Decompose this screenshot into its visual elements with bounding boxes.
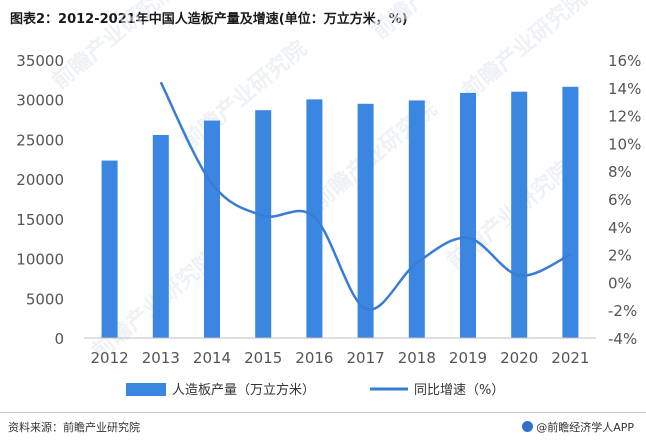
- right-tick-label: 0%: [608, 274, 632, 292]
- bar-2014: [204, 120, 220, 339]
- x-tick-label: 2013: [142, 349, 180, 367]
- x-tick-label: 2021: [551, 349, 589, 367]
- watermark-text: 前瞻产业研究院: [367, 0, 502, 45]
- bar-2017: [357, 103, 374, 339]
- x-tick-label: 2018: [398, 349, 436, 367]
- legend-bar-swatch: [126, 383, 166, 396]
- growth-line: [159, 81, 571, 311]
- left-tick-label: 15000: [16, 211, 64, 229]
- right-axis-ticks: -4% -2% 0% 2% 4% 6% 8% 10% 12% 14% 16%: [608, 52, 641, 348]
- right-tick-label: -4%: [608, 330, 637, 348]
- legend: 人造板产量（万立方米） 同比增速（%）: [126, 382, 504, 398]
- brand-label: @前瞻经济学人APP: [536, 421, 634, 434]
- x-tick-label: 2015: [244, 349, 282, 367]
- source-note: 资料来源：前瞻产业研究院: [8, 421, 140, 434]
- footer-divider: [0, 412, 646, 413]
- left-tick-label: 30000: [16, 92, 64, 110]
- bar-2019: [460, 92, 476, 338]
- bar-series: [101, 86, 579, 339]
- bar-2012: [101, 160, 118, 338]
- right-tick-label: 4%: [608, 219, 632, 237]
- right-tick-label: -2%: [608, 302, 637, 320]
- chart-title: 图表2：2012-2021年中国人造板产量及增速(单位：万立方米，%): [10, 12, 408, 27]
- right-tick-label: 8%: [608, 163, 632, 181]
- x-tick-label: 2019: [449, 349, 487, 367]
- watermark-text: 前瞻产业研究院: [47, 0, 182, 95]
- left-axis-ticks: 0 5000 10000 15000 20000 25000 30000 35000: [16, 52, 64, 348]
- x-tick-label: 2016: [295, 349, 333, 367]
- bar-2013: [152, 134, 169, 338]
- legend-line-label: 同比增速（%）: [414, 383, 504, 398]
- x-tick-label: 2012: [91, 349, 129, 367]
- bar-2018: [408, 100, 425, 338]
- bar-2021: [562, 86, 579, 338]
- bar-2020: [511, 91, 528, 339]
- left-tick-label: 35000: [16, 52, 64, 70]
- x-axis-ticks: 2012 2013 2014 2015 2016 2017 2018 2019 2020 2021: [91, 349, 590, 367]
- x-tick-label: 2014: [193, 349, 231, 367]
- brand-logo-icon: [522, 421, 534, 432]
- x-tick-label: 2020: [500, 349, 538, 367]
- left-tick-label: 25000: [16, 131, 64, 149]
- right-tick-label: 14%: [608, 80, 641, 98]
- right-tick-label: 2%: [608, 247, 632, 265]
- right-tick-label: 10%: [608, 135, 641, 153]
- left-tick-label: 5000: [26, 290, 64, 308]
- left-tick-label: 20000: [16, 171, 64, 189]
- right-tick-label: 12%: [608, 108, 641, 126]
- left-tick-label: 0: [54, 330, 64, 348]
- brand-credit: @前瞻经济学人APP: [522, 419, 634, 435]
- watermark-text: 前瞻产业研究院: [177, 36, 312, 155]
- right-tick-label: 6%: [608, 191, 632, 209]
- right-tick-label: 16%: [608, 52, 641, 70]
- bar-2015: [255, 110, 272, 339]
- left-tick-label: 10000: [16, 251, 64, 269]
- legend-bar-label: 人造板产量（万立方米）: [172, 382, 315, 398]
- x-tick-label: 2017: [347, 349, 385, 367]
